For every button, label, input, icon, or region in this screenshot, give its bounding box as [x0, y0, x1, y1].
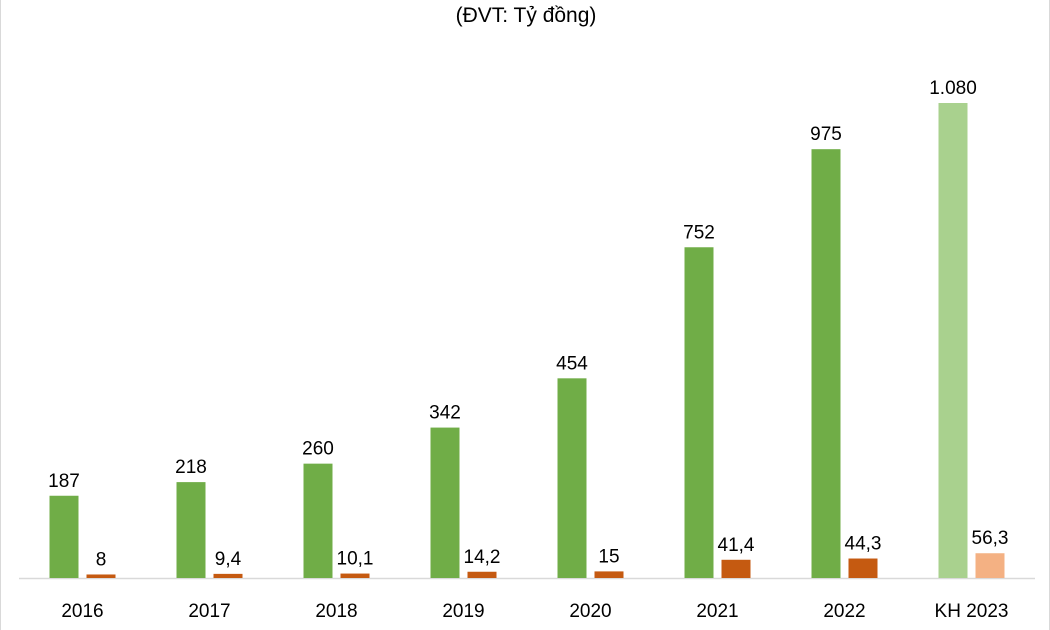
- data-label-series1-2019: 342: [429, 403, 461, 424]
- bar-series2-2016: [86, 574, 116, 578]
- x-tick-label-2021: 2021: [696, 601, 738, 622]
- bar-series2-2020: [594, 571, 624, 578]
- data-label-series1-2022: 975: [810, 124, 842, 145]
- x-tick-label-2017: 2017: [188, 601, 230, 622]
- bar-series1-2021: [684, 247, 714, 578]
- data-label-series1-2018: 260: [302, 439, 334, 460]
- x-tick-label-2022: 2022: [823, 601, 865, 622]
- data-label-series1-2016: 187: [48, 471, 80, 492]
- data-label-series2-2020: 15: [598, 546, 619, 567]
- bar-series2-2021: [721, 559, 751, 578]
- x-tick-label-2016: 2016: [61, 601, 103, 622]
- data-label-series2-2019: 14,2: [464, 547, 501, 568]
- bar-series1-2019: [430, 427, 460, 578]
- data-label-series2-2016: 8: [96, 549, 107, 570]
- bar-series1-2022: [811, 149, 841, 578]
- bar-series1-2018: [303, 463, 333, 578]
- data-label-series2-2022: 44,3: [845, 534, 882, 555]
- data-label-series1-kh-2023: 1.080: [929, 78, 977, 99]
- data-label-series2-2017: 9,4: [215, 549, 242, 570]
- bar-series2-2022: [848, 558, 878, 578]
- data-label-series1-2020: 454: [556, 353, 588, 374]
- bar-series2-2019: [467, 571, 497, 578]
- x-tick-label-2020: 2020: [569, 601, 611, 622]
- labels-layer: 187 218 260 342 454 752 975 1.080 8 9,4 10,1 14,2 15…: [48, 78, 1008, 622]
- x-tick-label-2019: 2019: [442, 601, 484, 622]
- data-label-series1-2017: 218: [175, 457, 207, 478]
- data-label-series2-2021: 41,4: [718, 535, 755, 556]
- bar-series1-2016: [49, 495, 79, 578]
- chart-subtitle: (ĐVT: Tỷ đồng): [455, 4, 597, 27]
- bar-series2-kh-2023: [975, 553, 1005, 578]
- data-label-series2-kh-2023: 56,3: [972, 528, 1009, 549]
- data-label-series1-2021: 752: [683, 222, 715, 243]
- bars-layer: [49, 103, 1005, 578]
- bar-series1-kh-2023: [938, 103, 968, 578]
- bar-series2-2017: [213, 573, 243, 578]
- x-tick-label-2018: 2018: [315, 601, 357, 622]
- bar-series1-2020: [557, 378, 587, 578]
- x-tick-label-kh-2023: KH 2023: [935, 601, 1009, 622]
- bar-series2-2018: [340, 573, 370, 578]
- bar-series1-2017: [176, 482, 206, 578]
- data-label-series2-2018: 10,1: [337, 549, 374, 570]
